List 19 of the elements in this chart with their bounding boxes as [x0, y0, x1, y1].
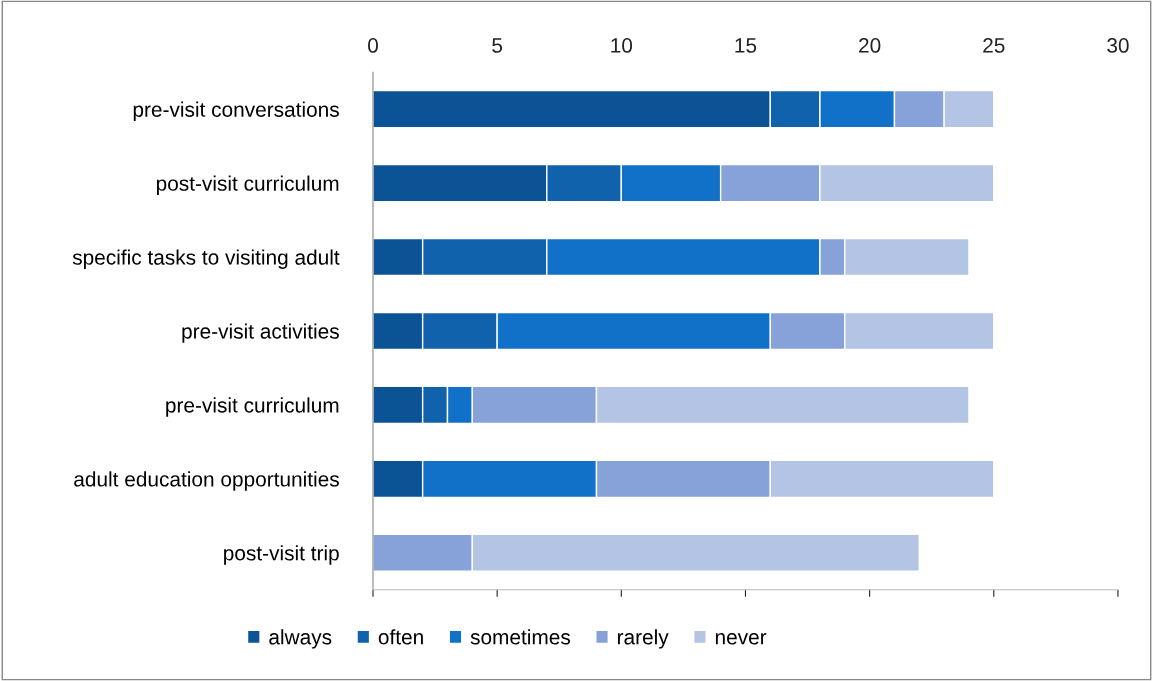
x-tick-label: 15	[735, 38, 757, 53]
legend-label: often	[378, 629, 423, 645]
x-tick-label: 0	[368, 38, 378, 53]
y-tick-label: pre-visit activities	[182, 323, 339, 343]
y-tick-label: adult education opportunities	[74, 471, 339, 491]
legend-label: always	[269, 629, 332, 649]
y-tick-label: post-visit curriculum	[156, 175, 339, 195]
x-tick-label: 20	[859, 38, 881, 53]
y-tick-label: specific tasks to visiting adult	[72, 249, 340, 269]
y-tick-label: pre-visit conversations	[133, 101, 339, 122]
legend-label: sometimes	[470, 629, 571, 645]
legend-label: rarely	[617, 629, 669, 649]
x-tick-label: 10	[611, 38, 633, 53]
y-tick-label: pre-visit curriculum	[166, 397, 339, 417]
y-tick-label: post-visit trip	[224, 545, 339, 565]
x-tick-label: 25	[983, 38, 1005, 53]
x-tick-label: 30	[1107, 38, 1129, 53]
legend-label: never	[715, 633, 767, 645]
x-tick-label: 5	[492, 38, 503, 53]
